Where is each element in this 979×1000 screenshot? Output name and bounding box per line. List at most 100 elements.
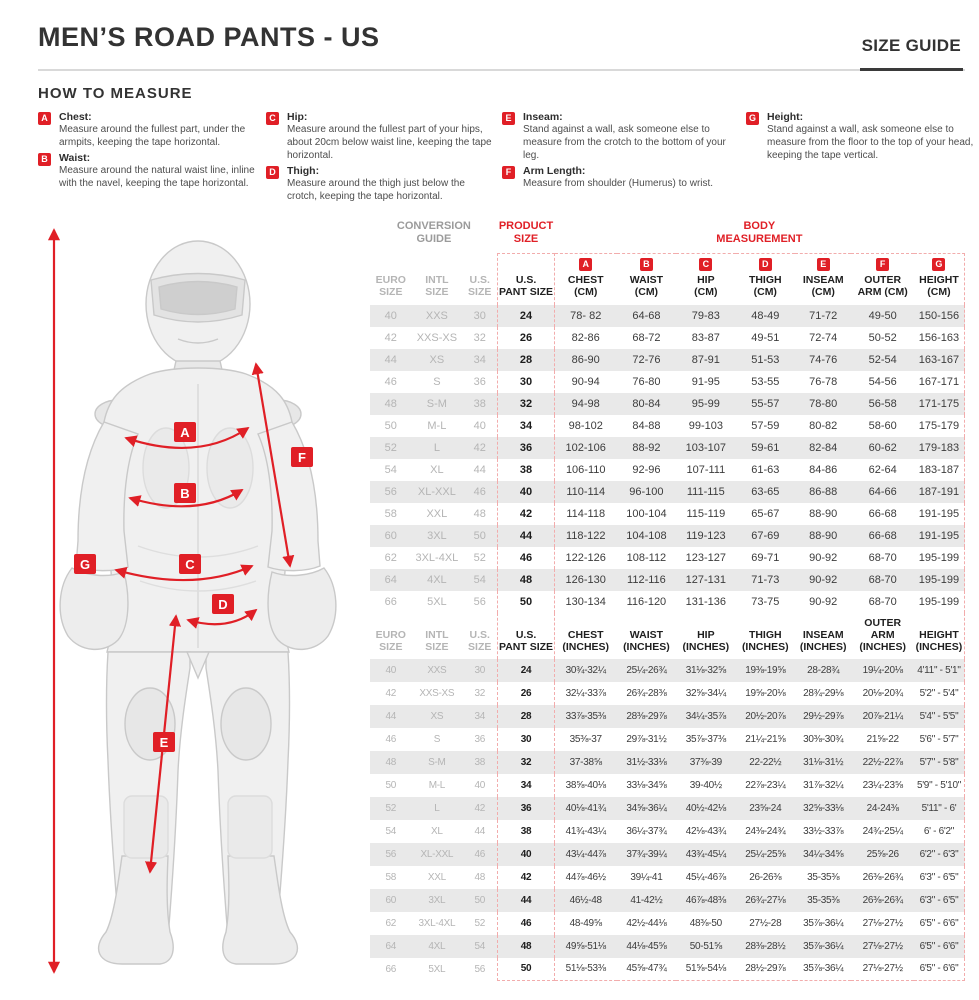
column-header: C HIP (CM): [676, 253, 736, 305]
size-cell: 76-80: [632, 375, 661, 388]
size-cell: 28⅜-28½: [735, 934, 795, 958]
size-row: 48 S-M 38 32 37-38⅝ 31½-33⅛ 37⅜-39 22-22½ 31⅛-31…: [370, 750, 965, 774]
column-header: CHEST (INCHES): [553, 612, 617, 659]
size-cell: 82-84: [795, 436, 852, 459]
size-cell: 3XL-4XL: [415, 551, 459, 564]
size-cell: XXL: [426, 507, 448, 520]
size-cell: 46½-48: [553, 888, 617, 912]
size-cell: 78-80: [795, 392, 852, 415]
size-cell: 36: [497, 796, 555, 820]
size-cell: L: [411, 796, 463, 820]
group-header-row: CONVERSION GUIDE PRODUCT SIZE BODY MEASU…: [370, 216, 965, 254]
size-cell: 32¼-33⅞: [553, 681, 617, 705]
column-header: B WAIST (CM): [616, 253, 677, 305]
size-cell: XL-XXL: [411, 480, 463, 503]
figure-badge-b: B: [180, 486, 189, 501]
size-cell: XXS-XS: [416, 331, 458, 344]
tab-size-guide[interactable]: SIZE GUIDE: [859, 36, 963, 71]
size-cell: 87-91: [676, 348, 736, 371]
size-cell: 68-70: [868, 595, 897, 608]
measure-name: Waist:: [59, 152, 91, 164]
size-cell: 26⅜-26¾: [862, 871, 903, 883]
size-cell: 26-26⅜: [749, 871, 782, 883]
size-cell: 20⅛-20¾: [862, 687, 903, 699]
letter-badge-f: F: [502, 166, 515, 179]
measure-item-hip: C Hip: Measure around the fullest part o…: [266, 111, 492, 162]
size-cell: 37⅜-39: [676, 750, 736, 774]
size-cell: 71-72: [795, 304, 852, 327]
size-cell: 99-103: [688, 419, 723, 432]
page-title: MEN’S ROAD PANTS - US: [38, 22, 380, 52]
measure-item-thigh: D Thigh: Measure around the thigh just b…: [266, 165, 492, 203]
size-cell: 46: [462, 842, 498, 866]
size-cell: XL-XXL: [411, 842, 463, 866]
size-cell: 54: [462, 934, 498, 958]
size-cell: 32: [497, 750, 555, 774]
size-cell: 88-90: [795, 524, 852, 547]
size-cell: 48-49: [735, 304, 795, 327]
size-cell: 64-66: [851, 480, 914, 503]
size-cell: 39-40½: [689, 779, 722, 791]
size-cell: 163-167: [913, 348, 965, 371]
legend-column-3: E Inseam: Stand against a wall, ask some…: [502, 111, 736, 206]
size-cell: 44: [370, 348, 412, 371]
column-header: HIP (INCHES): [676, 612, 736, 659]
size-cell: 46: [384, 375, 397, 388]
size-row: 52 L 42 36 102-106 88-92 103-107 59-61 82-84 60-6…: [370, 436, 965, 459]
size-cell: 126-130: [553, 568, 617, 591]
chest-arrow: [124, 426, 250, 450]
size-cell: 22-22½: [735, 750, 795, 774]
size-cell: 49-51: [751, 331, 780, 344]
size-cell: 58-60: [868, 419, 897, 432]
size-cell: 191-195: [913, 524, 965, 547]
size-cell: 119-123: [676, 524, 736, 547]
size-cell: 45¼-46⅞: [685, 871, 726, 883]
size-row: 64 4XL 54 48 126-130 112-116 127-131 71-73 90-92…: [370, 568, 965, 591]
size-cell: 123-127: [685, 551, 727, 564]
size-row: 46 S 36 30 90-94 76-80 91-95 53-55 76-78 54-56 167…: [370, 370, 965, 393]
size-row: 60 3XL 50 44 118-122 104-108 119-123 67-69 88-90…: [370, 524, 965, 547]
size-cell: 131-136: [685, 595, 727, 608]
size-cell: 103-107: [676, 436, 736, 459]
size-cell: 57-59: [751, 419, 780, 432]
size-cell: 66: [384, 595, 397, 608]
size-cell: 28½-29⅞: [735, 957, 795, 982]
column-letter-badge: F: [876, 258, 890, 272]
size-cell: 26⅜-26¾: [851, 888, 914, 912]
size-cell: 19¼-20⅛: [851, 658, 914, 682]
main-content: A B C D E F G: [38, 216, 965, 993]
size-cell: 84-88: [632, 419, 661, 432]
measure-name: Arm Length:: [523, 165, 586, 177]
size-cell: 48: [370, 750, 412, 774]
size-cell: 59-61: [735, 436, 795, 459]
size-cell: XXL: [427, 871, 446, 883]
conversion-guide-header: CONVERSION GUIDE: [396, 220, 471, 246]
size-cell: 40: [370, 658, 412, 682]
size-cell: 3XL: [411, 888, 463, 912]
size-cell: 63-65: [735, 480, 795, 503]
measure-text: Measure around the natural waist line, i…: [59, 165, 255, 189]
size-cell: 25⅝-26: [851, 842, 914, 866]
size-cell: 35⅞-36¼: [795, 957, 852, 982]
size-cell: 112-116: [616, 568, 677, 591]
size-cell: 35⅞-37⅜: [685, 733, 726, 745]
size-cell: 26: [497, 681, 555, 705]
figure-badges: A B C D E F G: [74, 422, 313, 752]
size-cell: 40½-42⅛: [676, 796, 736, 820]
size-cell: 6' - 6'2": [913, 819, 965, 843]
size-cell: 66-68: [868, 507, 897, 520]
size-cell: 5'9" - 5'10": [913, 773, 965, 797]
size-cell: 127-131: [676, 568, 736, 591]
size-cell: 30⅜-30¾: [803, 733, 844, 745]
size-cell: 6'5" - 6'6": [913, 911, 965, 935]
column-header: A CHEST (CM): [553, 253, 617, 305]
letter-badge-e: E: [502, 112, 515, 125]
size-cell: 115-119: [686, 507, 726, 520]
legend-column-2: C Hip: Measure around the fullest part o…: [266, 111, 492, 206]
size-cell: 52-54: [851, 348, 914, 371]
size-cell: 40: [497, 480, 555, 503]
size-cell: 44: [497, 888, 555, 912]
size-cell: 46: [497, 546, 555, 569]
size-cell: 44: [370, 704, 412, 728]
